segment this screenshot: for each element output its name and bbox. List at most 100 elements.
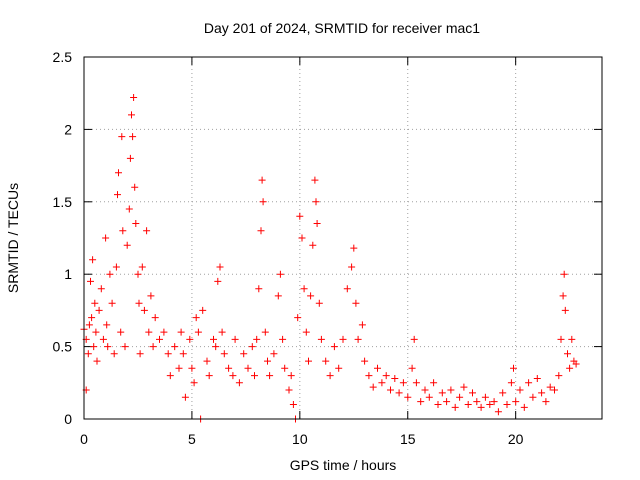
data-point (560, 270, 568, 278)
data-point (313, 220, 321, 227)
data-point (339, 335, 347, 343)
data-point (177, 328, 185, 336)
data-point (216, 263, 224, 271)
data-point (84, 350, 92, 358)
data-point (555, 372, 563, 380)
data-point (276, 270, 284, 278)
data-point (136, 350, 144, 358)
data-point (410, 335, 418, 343)
data-point (132, 220, 140, 227)
data-point (90, 343, 98, 351)
data-point (387, 386, 394, 394)
data-point (156, 335, 163, 343)
data-point (248, 343, 256, 351)
x-axis-label: GPS time / hours (290, 457, 397, 473)
data-point (473, 398, 481, 406)
data-point (330, 343, 338, 351)
data-point (425, 393, 433, 401)
data-point (117, 328, 125, 336)
data-point (91, 299, 99, 307)
data-point (87, 277, 94, 285)
data-point (194, 328, 202, 336)
data-point (503, 401, 511, 408)
data-point (121, 343, 129, 351)
data-point (335, 364, 343, 372)
data-point (244, 364, 252, 372)
data-point (104, 343, 112, 351)
data-point (354, 335, 362, 343)
data-point (89, 256, 97, 264)
data-point (264, 357, 271, 365)
data-point (85, 321, 93, 329)
data-point (315, 299, 323, 307)
data-point (296, 212, 304, 220)
data-point (490, 398, 498, 406)
data-point (557, 335, 565, 343)
y-tick-label: 1 (64, 266, 72, 282)
data-point (395, 389, 403, 397)
data-point (417, 398, 425, 406)
data-point (258, 176, 266, 184)
data-point (99, 335, 107, 343)
axis-ticks: 0 0.5 1 1.5 2 2.5 0 5 10 15 20 (53, 49, 602, 447)
data-point (160, 328, 168, 336)
data-point (326, 372, 334, 380)
data-point (391, 375, 399, 382)
data-point (289, 401, 297, 408)
data-point (447, 386, 455, 394)
data-point (203, 357, 211, 365)
y-tick-label: 0.5 (53, 339, 73, 355)
data-point (298, 234, 306, 242)
data-point (352, 299, 360, 307)
data-point (188, 364, 196, 372)
data-point (88, 314, 96, 322)
data-point (145, 328, 153, 336)
data-point (240, 350, 248, 358)
data-point (343, 285, 351, 293)
data-point (312, 198, 320, 206)
data-point (108, 299, 116, 307)
data-point (112, 263, 120, 271)
data-point (110, 350, 118, 358)
data-point (399, 379, 407, 387)
data-point (348, 263, 356, 271)
data-point (559, 292, 567, 300)
data-point (322, 357, 330, 365)
data-point (138, 263, 146, 271)
data-point (369, 383, 377, 391)
data-point (358, 321, 366, 329)
data-point (378, 379, 386, 387)
data-point (572, 360, 580, 368)
data-point (516, 386, 524, 394)
data-point (451, 403, 459, 411)
y-tick-label: 2 (64, 121, 72, 137)
data-point (199, 306, 207, 314)
chart-title: Day 201 of 2024, SRMTID for receiver mac… (204, 20, 480, 36)
data-point (102, 234, 110, 242)
data-point (279, 335, 287, 343)
data-point (374, 364, 381, 372)
data-point (97, 285, 105, 293)
data-point (210, 335, 217, 343)
data-point (568, 335, 576, 343)
data-point (507, 379, 515, 387)
data-point (106, 270, 114, 278)
data-point (477, 403, 485, 411)
data-point (525, 379, 533, 387)
data-point (147, 292, 155, 300)
data-point (123, 241, 131, 249)
data-point (261, 328, 269, 336)
data-point (270, 350, 278, 358)
data-point (214, 277, 222, 285)
data-point (118, 133, 126, 141)
data-point (443, 398, 451, 406)
data-point (305, 357, 312, 365)
data-point (481, 393, 489, 401)
data-point (164, 350, 172, 358)
data-point (171, 343, 179, 351)
data-point (317, 335, 325, 343)
data-point (231, 335, 239, 343)
data-point (181, 393, 189, 401)
data-point (300, 285, 308, 293)
